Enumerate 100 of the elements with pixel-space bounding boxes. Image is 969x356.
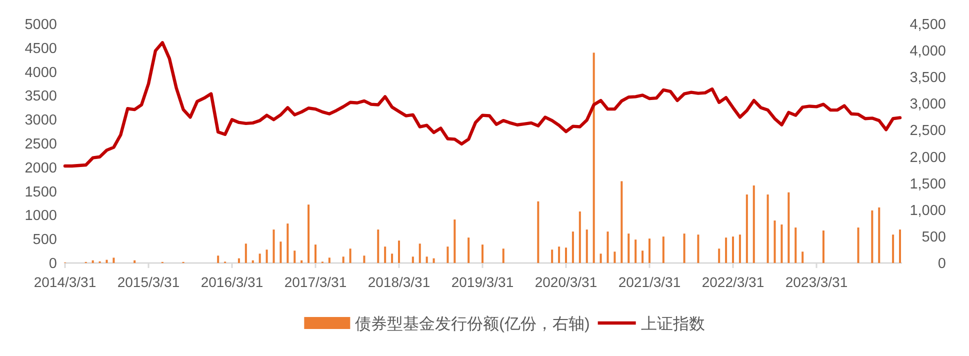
y-tick-label: 500: [32, 232, 57, 248]
bar: [565, 248, 567, 263]
bar: [134, 260, 136, 263]
y2-tick-label: 3,000: [910, 96, 946, 113]
bar: [558, 246, 560, 263]
bar: [606, 232, 609, 263]
bar: [732, 236, 734, 263]
y-tick-label: 3500: [24, 88, 57, 105]
bar: [592, 52, 595, 263]
bar: [308, 204, 310, 263]
x-tick-label: 2023/3/31: [785, 274, 848, 290]
bar: [328, 258, 330, 263]
bar: [620, 181, 623, 263]
y-tick-label: 4500: [24, 40, 57, 57]
bar: [600, 254, 602, 263]
bar: [384, 246, 386, 263]
bar: [537, 201, 540, 263]
bar: [342, 256, 344, 263]
bar: [502, 248, 504, 263]
bar: [266, 250, 268, 263]
bar: [648, 238, 650, 263]
x-tick-label: 2015/3/31: [117, 274, 180, 290]
bar: [468, 238, 470, 263]
bar: [314, 244, 316, 263]
bar: [634, 240, 637, 263]
y2-tick-label: 2,500: [910, 123, 946, 140]
y-tick-label: 0: [48, 256, 57, 272]
bar: [349, 248, 352, 263]
bar: [432, 258, 435, 263]
bar: [752, 185, 755, 263]
bar: [628, 234, 630, 263]
bar: [217, 256, 220, 263]
bar: [892, 234, 894, 263]
bar: [899, 230, 901, 263]
bar: [294, 250, 296, 263]
bar: [454, 220, 456, 263]
bar: [788, 192, 790, 263]
y-tick-label: 2500: [24, 136, 57, 152]
bar: [746, 194, 748, 263]
bar: [794, 228, 797, 263]
bar: [766, 194, 769, 263]
bar: [878, 207, 880, 263]
y-tick-label: 2000: [24, 160, 57, 176]
bar: [92, 260, 94, 263]
bar: [642, 250, 644, 263]
bar: [238, 258, 240, 263]
x-tick-label: 2020/3/31: [534, 274, 598, 290]
bar: [586, 230, 588, 263]
bar: [822, 230, 824, 263]
bar: [482, 244, 484, 263]
bar: [412, 256, 414, 263]
bar: [300, 260, 303, 263]
y2-tick-label: 4,500: [910, 17, 946, 33]
y2-tick-label: 0: [938, 256, 946, 272]
bar: [286, 224, 289, 263]
x-tick-label: 2017/3/31: [284, 274, 347, 290]
bar: [578, 211, 581, 263]
bar: [112, 258, 115, 263]
bar: [738, 234, 741, 263]
bar: [391, 254, 394, 263]
y2-tick-label: 2,000: [910, 150, 946, 166]
x-tick-label: 2014/3/31: [34, 274, 96, 290]
x-tick-label: 2018/3/31: [368, 274, 430, 290]
x-tick-label: 2019/3/31: [451, 274, 514, 290]
bar: [426, 256, 428, 263]
bar: [106, 260, 108, 263]
bar: [418, 244, 421, 263]
y-tick-label: 5000: [24, 17, 57, 33]
bar: [725, 238, 728, 263]
bar: [572, 232, 574, 263]
y2-tick-label: 4,000: [910, 44, 946, 60]
bar: [802, 252, 804, 263]
x-tick-label: 2021/3/31: [618, 274, 681, 290]
bar: [244, 244, 247, 263]
y-tick-label: 3000: [24, 112, 57, 129]
bar: [272, 230, 275, 263]
x-tick-label: 2016/3/31: [200, 274, 264, 290]
bar: [551, 250, 554, 263]
bar: [258, 254, 261, 263]
bar: [857, 228, 860, 263]
bar: [446, 246, 449, 263]
bar: [252, 260, 254, 263]
bar: [662, 236, 664, 263]
bar: [614, 252, 616, 263]
bar: [871, 210, 874, 263]
y2-tick-label: 3,500: [910, 70, 946, 86]
bar: [377, 230, 380, 263]
bar: [780, 224, 783, 263]
y-tick-label: 1500: [24, 184, 57, 200]
y2-tick-label: 1,500: [910, 176, 946, 192]
y-tick-label: 1000: [24, 208, 57, 224]
bar: [683, 234, 686, 263]
y2-tick-label: 500: [922, 229, 946, 246]
bar: [398, 240, 400, 263]
y-tick-label: 4000: [24, 64, 57, 81]
bar: [718, 248, 720, 263]
x-tick-label: 2022/3/31: [702, 274, 764, 290]
bar: [280, 242, 282, 263]
bar: [774, 220, 776, 263]
line-series: [63, 41, 902, 168]
